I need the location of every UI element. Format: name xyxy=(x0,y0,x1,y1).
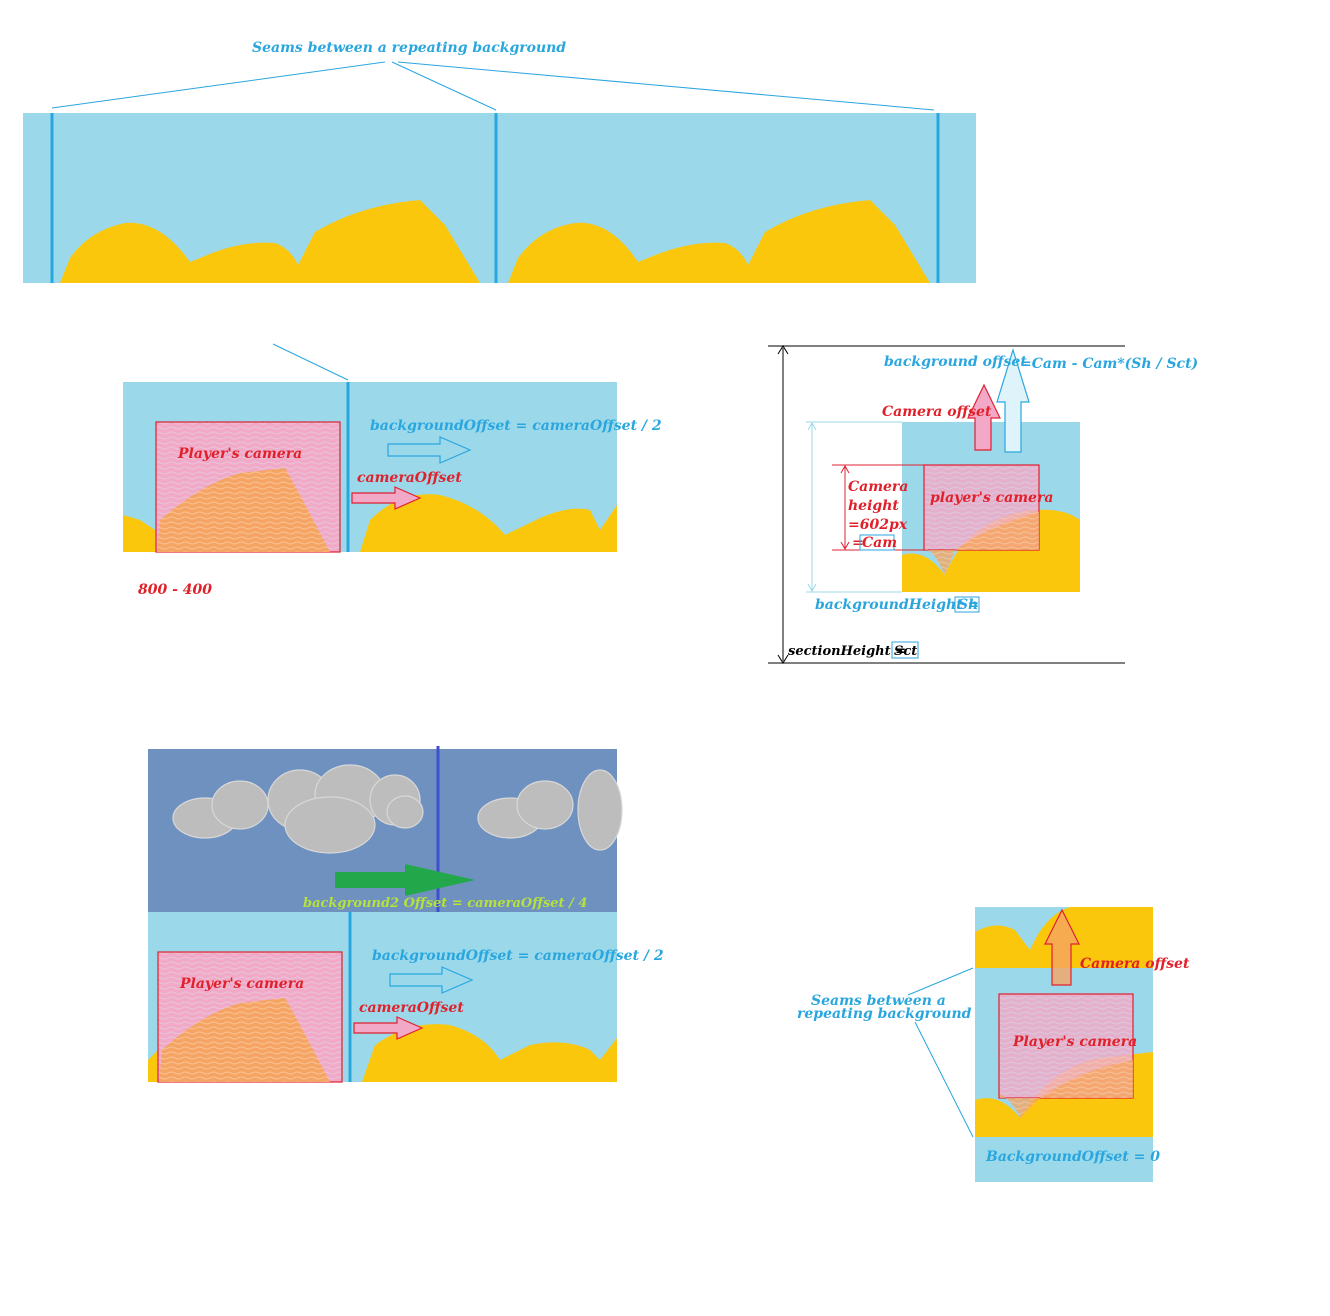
sh-box-label: Sh xyxy=(958,597,978,613)
camera-offset-arrow xyxy=(1044,908,1080,986)
camera-hill xyxy=(925,512,1039,575)
seam-pointer-lines xyxy=(907,967,974,1138)
player-camera-label: Player's camera xyxy=(179,976,304,992)
middle-hills xyxy=(123,494,617,552)
br-bottom-band xyxy=(975,1137,1153,1182)
bg-offset-arrow xyxy=(389,966,474,994)
seams-label: Seams between a repeating background xyxy=(797,993,972,1022)
top-title: Seams between a repeating background xyxy=(252,40,566,56)
bg2-offset-label: background2 Offset = cameraOffset / 4 xyxy=(303,896,587,911)
clouds-left xyxy=(172,764,424,854)
camera-offset-arrow xyxy=(351,486,422,510)
camera-offset-label: Camera offset xyxy=(882,404,992,420)
player-camera-label: Player's camera xyxy=(1012,1034,1137,1050)
sh-box xyxy=(954,596,980,613)
seam-pointer xyxy=(272,343,349,381)
top-hills-left xyxy=(60,200,480,283)
middle-panel: Player's camera backgroundOffset = camer… xyxy=(123,343,662,598)
bottom-hills xyxy=(148,1024,617,1082)
section-height-label: sectionHeight = xyxy=(788,644,906,659)
camera-height-label: Camera height =602px = xyxy=(848,479,913,551)
camera-hill xyxy=(157,468,330,552)
player-camera-label: Player's camera xyxy=(177,446,302,462)
camera-hill xyxy=(1000,1060,1133,1118)
camera-offset-arrow xyxy=(353,1016,424,1040)
player-camera-label: player's camera xyxy=(930,490,1053,506)
bottom-right-panel: Camera offset Player's camera Background… xyxy=(797,907,1190,1182)
bg-offset-label: background offset xyxy=(884,354,1027,370)
cam-box-label: Cam xyxy=(862,535,897,551)
bg-height-label: backgroundHeight = xyxy=(815,597,979,613)
top-panel: Seams between a repeating background xyxy=(23,40,976,283)
bottom-panel: background2 Offset = cameraOffset / 4 Pl… xyxy=(148,746,664,1083)
bg-offset-arrow xyxy=(387,436,472,464)
right-diagram: background offset =Cam - Cam*(Sh / Sct) … xyxy=(768,345,1198,664)
camera-offset-label: cameraOffset xyxy=(357,470,462,486)
camera-offset-label: Camera offset xyxy=(1080,956,1190,972)
bg-offset-label: backgroundOffset = cameraOffset / 2 xyxy=(370,418,662,434)
note-label: 800 - 400 xyxy=(138,582,212,598)
bg-offset-arrow xyxy=(996,347,1030,453)
bg-offset-label: backgroundOffset = cameraOffset / 2 xyxy=(372,948,664,964)
camera-hill xyxy=(159,998,330,1082)
bg-offset-label: BackgroundOffset = 0 xyxy=(985,1149,1160,1165)
sct-box xyxy=(891,641,919,659)
top-hills-right xyxy=(508,200,930,283)
camera-offset-label: cameraOffset xyxy=(359,1000,464,1016)
formula-label: =Cam - Cam*(Sh / Sct) xyxy=(1020,356,1198,372)
bg2-offset-arrow xyxy=(335,864,475,896)
clouds-right xyxy=(477,769,623,851)
cam-box xyxy=(859,534,895,551)
seam-pointer-lines xyxy=(51,61,935,111)
camera-offset-arrow xyxy=(967,383,1001,451)
sct-box-label: Sct xyxy=(894,644,917,659)
